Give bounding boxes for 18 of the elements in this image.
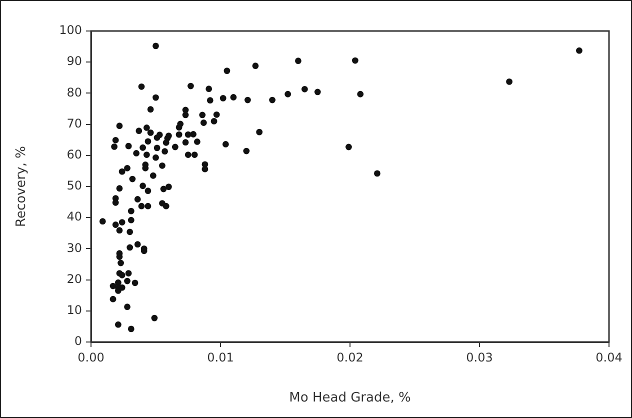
x-tick-label: 0.02 <box>336 350 364 364</box>
y-axis-title: Recovery, % <box>14 146 30 227</box>
x-tick-label: 0.01 <box>207 350 234 364</box>
y-tick-label: 30 <box>66 240 82 255</box>
x-tick-label: 0.00 <box>78 350 104 364</box>
y-tick-label: 70 <box>66 116 82 130</box>
y-tick-label: 90 <box>66 54 82 68</box>
x-tick-label: 0.03 <box>466 350 493 364</box>
y-tick-label: 0 <box>74 334 82 348</box>
x-tick-label: 0.04 <box>596 350 622 364</box>
x-axis-title: Mo Head Grade, % <box>289 390 411 406</box>
y-tick-label: 40 <box>66 210 82 224</box>
y-tick-label: 80 <box>66 85 82 100</box>
y-tick-label: 60 <box>66 148 82 162</box>
y-tick-label: 10 <box>66 303 82 318</box>
y-tick-label: 20 <box>66 272 82 286</box>
y-tick-label: 100 <box>59 23 82 38</box>
y-tick-label: 50 <box>66 178 82 193</box>
